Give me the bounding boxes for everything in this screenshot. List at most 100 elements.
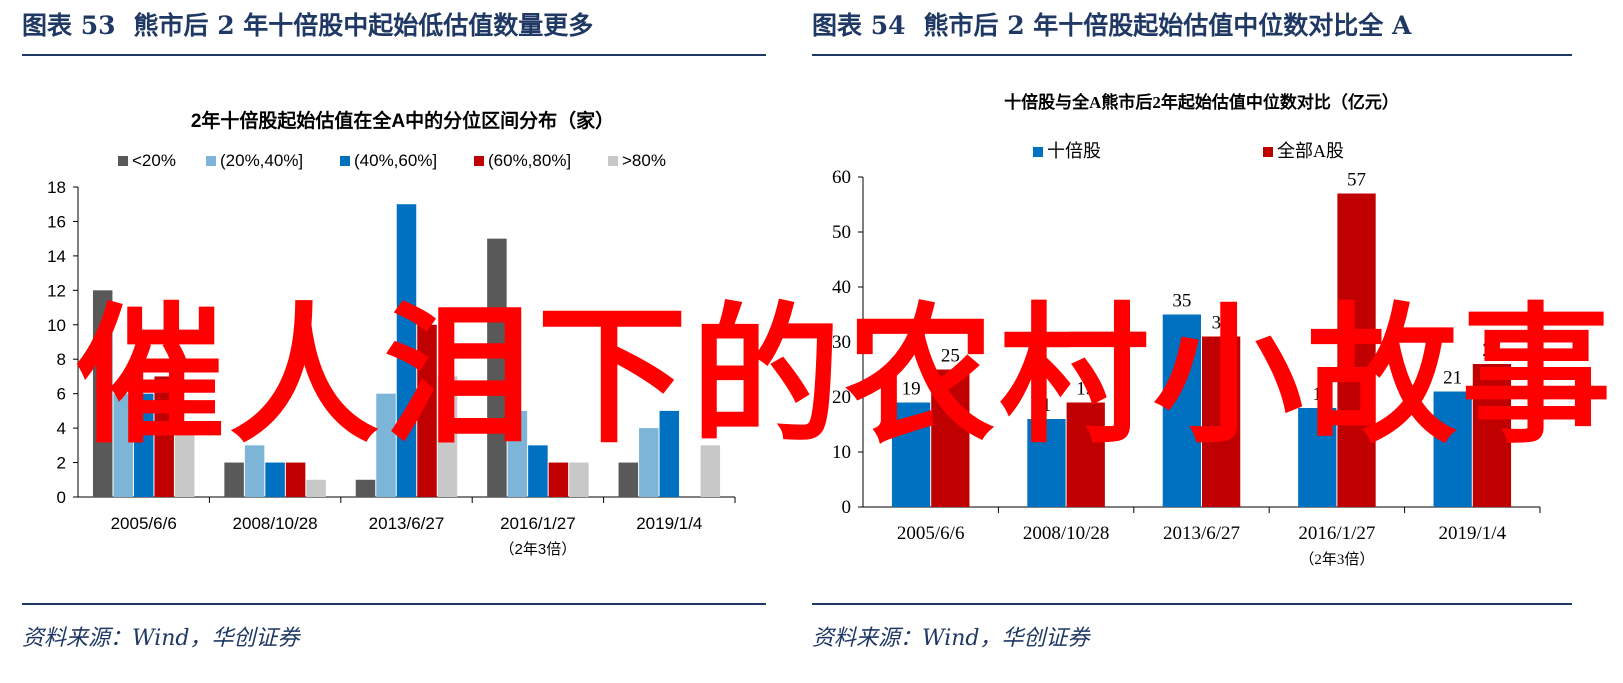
right-data-label-0-1: 1: [1042, 395, 1052, 416]
right-top-rule: [812, 54, 1572, 56]
right-data-label-1-0: 25: [941, 346, 960, 367]
left-bar-4-2: [437, 376, 458, 497]
left-bar-0-3: [487, 238, 507, 497]
right-data-label-1-2: 31: [1212, 313, 1231, 334]
left-chart: 2年十倍股起始估值在全A中的分位区间分布（家） <20% (20%,40%] (40%…: [47, 109, 736, 558]
left-bar-0-4: [618, 462, 639, 497]
left-bar-3-2: [417, 324, 437, 497]
left-x-tick-3: 2016/1/27: [500, 514, 576, 533]
left-figure-caption: 熊市后 2 年十倍股中起始低估值数量更多: [133, 11, 594, 40]
right-y-tick-2: 20: [832, 387, 851, 408]
left-legend-label-2: (40%,60%]: [354, 151, 437, 170]
left-bar-0-0: [92, 290, 113, 497]
right-y-tick-1: 10: [832, 442, 851, 463]
right-bottom-rule: [812, 603, 1572, 605]
right-figure-title: 图表 54 熊市后 2 年十倍股起始估值中位数对比全 A: [812, 6, 1429, 42]
left-bar-4-0: [174, 428, 195, 497]
right-x-tick-2: 2013/6/27: [1163, 523, 1240, 544]
left-bar-2-2: [396, 204, 417, 497]
left-legend-label-1: (20%,40%]: [220, 151, 303, 170]
left-x-tick-1: 2008/10/28: [233, 514, 318, 533]
left-y-tick-8: 16: [47, 212, 66, 231]
right-figure-caption: 熊市后 2 年十倍股起始估值中位数对比全 A: [923, 11, 1412, 40]
left-bar-4-3: [569, 462, 589, 497]
right-bar-0-2: [1162, 314, 1201, 507]
right-y-tick-0: 0: [842, 497, 852, 518]
right-bar-1-1: [1066, 402, 1105, 507]
right-data-label-0-2: 35: [1172, 291, 1191, 312]
right-legend-label-1: 全部A股: [1277, 141, 1344, 161]
right-bar-1-4: [1472, 364, 1512, 507]
left-y-tick-3: 6: [57, 385, 66, 404]
left-y-tick-9: 18: [47, 178, 66, 197]
right-chart-title: 十倍股与全A熊市后2年起始估值中位数对比（亿元）: [1004, 92, 1399, 112]
right-y-tick-6: 60: [832, 167, 851, 188]
left-y-tick-6: 12: [47, 281, 66, 300]
left-y-tick-0: 0: [57, 488, 66, 507]
left-source-note: 资料来源：Wind，华创证券: [22, 626, 300, 651]
right-data-label-1-3: 57: [1347, 170, 1366, 191]
left-x-sublabel-3: （2年3倍）: [500, 541, 577, 558]
left-y-tick-4: 8: [57, 350, 66, 369]
right-x-tick-1: 2008/10/28: [1023, 523, 1110, 544]
left-bottom-rule: [22, 603, 766, 605]
right-bar-1-0: [931, 369, 970, 507]
left-legend-swatch-4: [608, 156, 618, 166]
left-legend-swatch-0: [118, 156, 128, 166]
left-bar-4-1: [306, 479, 326, 497]
left-bar-1-1: [244, 445, 265, 497]
left-bar-0-1: [224, 462, 244, 497]
right-panel: 图表 54 熊市后 2 年十倍股起始估值中位数对比全 A 十倍股与全A熊市后2年起…: [790, 0, 1623, 683]
left-bar-2-1: [265, 462, 285, 497]
left-bar-2-4: [659, 410, 680, 497]
left-legend-label-4: >80%: [622, 151, 666, 170]
left-panel: 图表 53 熊市后 2 年十倍股中起始低估值数量更多 2年十倍股起始估值在全A中的…: [0, 0, 790, 683]
right-data-label-0-0: 19: [902, 379, 921, 400]
left-bar-3-3: [548, 462, 569, 497]
left-bar-1-4: [639, 428, 659, 497]
right-y-tick-3: 30: [832, 332, 851, 353]
right-x-tick-0: 2005/6/6: [897, 523, 965, 544]
right-bar-0-4: [1433, 391, 1472, 507]
left-figure-number: 图表 53: [22, 11, 116, 40]
right-bar-1-2: [1202, 336, 1241, 507]
left-x-tick-2: 2013/6/27: [369, 514, 445, 533]
right-bar-0-0: [891, 402, 931, 507]
left-x-tick-4: 2019/1/4: [636, 514, 702, 533]
left-legend-label-3: (60%,80%]: [488, 151, 571, 170]
right-legend-label-0: 十倍股: [1047, 141, 1101, 161]
left-bar-2-0: [133, 393, 154, 497]
right-data-label-1-4: 26: [1482, 340, 1501, 361]
left-bar-2-3: [528, 445, 548, 497]
left-y-tick-1: 2: [57, 454, 66, 473]
right-x-tick-3: 2016/1/27: [1298, 523, 1375, 544]
left-x-tick-0: 2005/6/6: [111, 514, 177, 533]
left-bar-3-0: [154, 376, 174, 497]
right-source-note: 资料来源：Wind，华创证券: [812, 626, 1090, 651]
left-bar-3-1: [285, 462, 306, 497]
left-bar-1-3: [507, 410, 528, 497]
right-y-tick-5: 50: [832, 222, 851, 243]
right-legend-swatch-0: [1033, 147, 1043, 157]
right-y-tick-4: 40: [832, 277, 851, 298]
left-y-tick-2: 4: [57, 419, 66, 438]
left-bar-4-4: [700, 445, 721, 497]
left-legend-swatch-3: [474, 156, 484, 166]
right-x-tick-4: 2019/1/4: [1439, 523, 1507, 544]
right-bar-0-1: [1027, 419, 1066, 507]
left-legend-label-0: <20%: [132, 151, 176, 170]
right-bar-1-3: [1337, 193, 1376, 507]
right-chart: 十倍股与全A熊市后2年起始估值中位数对比（亿元） 十倍股 全部A股 0 10 20 30 40…: [832, 92, 1541, 568]
left-legend-swatch-2: [340, 156, 350, 166]
left-top-rule: [22, 54, 766, 56]
left-chart-title: 2年十倍股起始估值在全A中的分位区间分布（家）: [191, 109, 614, 132]
right-data-label-0-3: 1: [1313, 384, 1323, 405]
left-y-tick-5: 10: [47, 316, 66, 335]
right-figure-number: 图表 54: [812, 11, 906, 40]
left-y-tick-7: 14: [47, 247, 66, 266]
left-bar-1-2: [376, 393, 396, 497]
left-figure-title: 图表 53 熊市后 2 年十倍股中起始低估值数量更多: [22, 6, 611, 42]
left-legend-swatch-1: [206, 156, 216, 166]
right-legend-swatch-1: [1263, 147, 1273, 157]
right-data-label-1-1: 19: [1076, 379, 1095, 400]
